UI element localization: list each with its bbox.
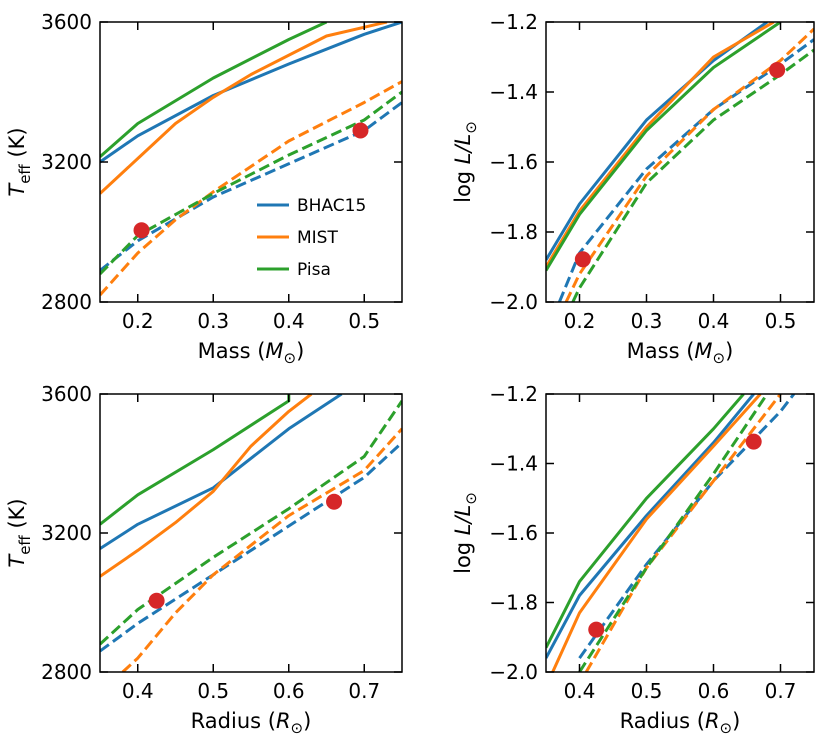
series-group xyxy=(546,394,796,672)
y-tick-label: 3600 xyxy=(41,382,92,406)
x-axis-label: Radius (R⊙) xyxy=(191,709,312,737)
series-line-mist-dashed xyxy=(564,27,814,302)
y-axis-label: log L/L⊙ xyxy=(451,121,480,203)
x-tick-label: 0.5 xyxy=(348,309,380,333)
series-line-pisa-solid xyxy=(100,394,291,526)
y-axis-label: Teff (K) xyxy=(5,127,34,196)
y-tick-label: 3600 xyxy=(41,10,92,34)
x-tick-label: 0.5 xyxy=(197,679,229,703)
y-axis-label: log L/L⊙ xyxy=(451,492,480,574)
series-line-mist-dashed xyxy=(121,427,402,672)
series-line-pisa-solid xyxy=(546,22,782,272)
panel-top-left: 0.2 0.3 0.4 0.5 2800 3200 3600 Mass (M⊙) Teff (K… xyxy=(5,10,403,367)
series-group xyxy=(100,394,402,672)
series-line-bhac15-dashed xyxy=(100,441,402,653)
data-point-1 xyxy=(133,222,150,239)
x-tick-label: 0.4 xyxy=(273,309,305,333)
series-line-bhac15-solid xyxy=(546,394,755,659)
x-tick-label: 0.7 xyxy=(765,679,797,703)
y-axis-label: Teff (K) xyxy=(5,498,34,567)
y-tick-label: −2.0 xyxy=(489,290,538,314)
data-point-1 xyxy=(588,621,605,638)
series-line-pisa-dashed xyxy=(100,90,402,276)
y-tick-label: −1.6 xyxy=(489,150,538,174)
x-tick-label: 0.6 xyxy=(698,679,730,703)
y-tick-label: −1.8 xyxy=(489,591,538,615)
series-line-bhac15-dashed xyxy=(558,38,814,302)
x-axis-label: Radius (R⊙) xyxy=(620,709,741,737)
x-tick-label: 0.4 xyxy=(564,679,596,703)
series-line-mist-solid xyxy=(100,394,313,578)
data-point-2 xyxy=(326,493,343,510)
data-point-2 xyxy=(352,122,369,139)
series-line-bhac15-dashed xyxy=(578,394,796,659)
x-tick-label: 0.3 xyxy=(197,309,229,333)
series-line-bhac15-solid xyxy=(546,22,768,261)
y-tick-label: −1.2 xyxy=(489,10,538,34)
data-point-2 xyxy=(745,433,762,450)
series-line-bhac15-solid xyxy=(100,394,343,550)
x-axis-label: Mass (M⊙) xyxy=(198,339,305,367)
series-line-pisa-dashed xyxy=(578,394,769,672)
legend-label-mist: MIST xyxy=(297,228,338,248)
series-group xyxy=(546,22,814,302)
series-line-pisa-solid xyxy=(546,394,745,649)
series-line-pisa-dashed xyxy=(100,400,402,646)
x-tick-label: 0.6 xyxy=(273,679,305,703)
panel-bottom-right: 0.4 0.5 0.6 0.7 −2.0 −1.8 −1.6 −1.4 −1.2 Radius (… xyxy=(451,382,815,737)
y-tick-label: −1.4 xyxy=(489,80,538,104)
panel-top-right: 0.2 0.3 0.4 0.5 −2.0 −1.8 −1.6 −1.4 −1.2 Mass (M⊙… xyxy=(451,10,815,367)
series-line-mist-solid xyxy=(546,22,775,268)
series-line-bhac15-dashed xyxy=(100,101,402,272)
series-line-pisa-solid xyxy=(100,22,328,158)
legend: BHAC15 MIST Pisa xyxy=(257,196,366,280)
x-tick-label: 0.3 xyxy=(631,309,663,333)
data-point-1 xyxy=(148,592,165,609)
x-tick-label: 0.5 xyxy=(631,679,663,703)
x-tick-label: 0.7 xyxy=(348,679,380,703)
x-axis-label: Mass (M⊙) xyxy=(627,339,734,367)
series-line-mist-dashed xyxy=(100,80,402,297)
axes-frame xyxy=(99,393,403,673)
axes-frame xyxy=(99,21,403,303)
y-tick-label: 3200 xyxy=(41,521,92,545)
y-tick-label: −1.6 xyxy=(489,521,538,545)
y-tick-label: 2800 xyxy=(41,290,92,314)
x-tick-label: 0.4 xyxy=(122,679,154,703)
series-group xyxy=(100,22,402,297)
series-line-mist-solid xyxy=(100,22,388,195)
y-tick-label: 3200 xyxy=(41,150,92,174)
legend-label-bhac15: BHAC15 xyxy=(297,196,366,216)
axes-frame xyxy=(545,393,815,673)
x-tick-label: 0.2 xyxy=(122,309,154,333)
y-tick-label: −1.2 xyxy=(489,382,538,406)
y-tick-label: −2.0 xyxy=(489,660,538,684)
legend-label-pisa: Pisa xyxy=(297,260,331,280)
x-tick-label: 0.5 xyxy=(765,309,797,333)
data-point-1 xyxy=(574,251,591,268)
x-tick-label: 0.2 xyxy=(564,309,596,333)
series-line-bhac15-solid xyxy=(100,22,402,164)
panel-bottom-left: 0.4 0.5 0.6 0.7 2800 3200 3600 Radius (R⊙) Teff … xyxy=(5,382,403,737)
y-tick-label: 2800 xyxy=(41,660,92,684)
y-tick-label: −1.8 xyxy=(489,220,538,244)
x-tick-label: 0.4 xyxy=(698,309,730,333)
y-tick-label: −1.4 xyxy=(489,452,538,476)
series-line-mist-solid xyxy=(551,394,762,672)
data-point-2 xyxy=(769,61,786,78)
series-line-pisa-dashed xyxy=(571,48,814,302)
